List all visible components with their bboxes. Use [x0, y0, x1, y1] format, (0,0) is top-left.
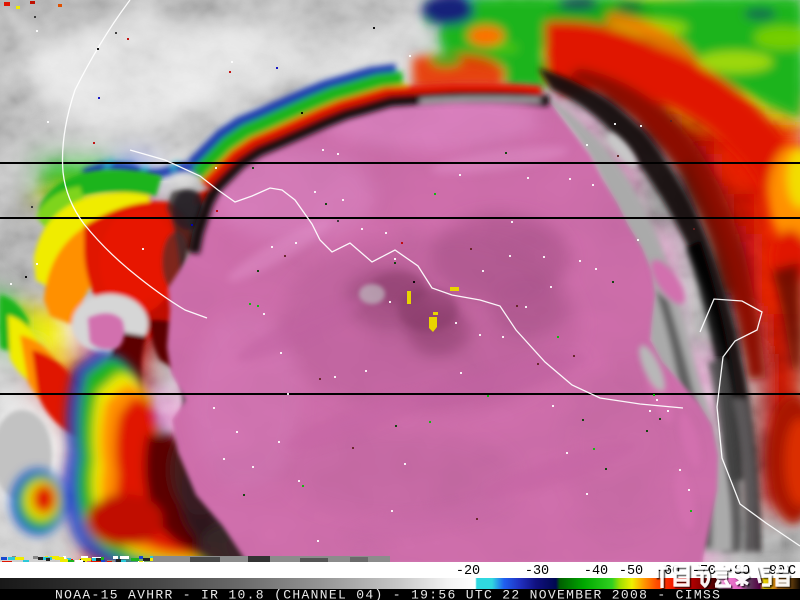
svg-text:-20: -20	[456, 564, 480, 579]
svg-text:-50: -50	[619, 564, 643, 579]
svg-text:-30: -30	[525, 564, 549, 579]
svg-text:NOAA-15 AVHRR - IR 10.8 (CHANN: NOAA-15 AVHRR - IR 10.8 (CHANNEL 04) - 1…	[55, 588, 720, 600]
svg-text:-40: -40	[584, 564, 608, 579]
svg-text:C: C	[788, 564, 796, 579]
